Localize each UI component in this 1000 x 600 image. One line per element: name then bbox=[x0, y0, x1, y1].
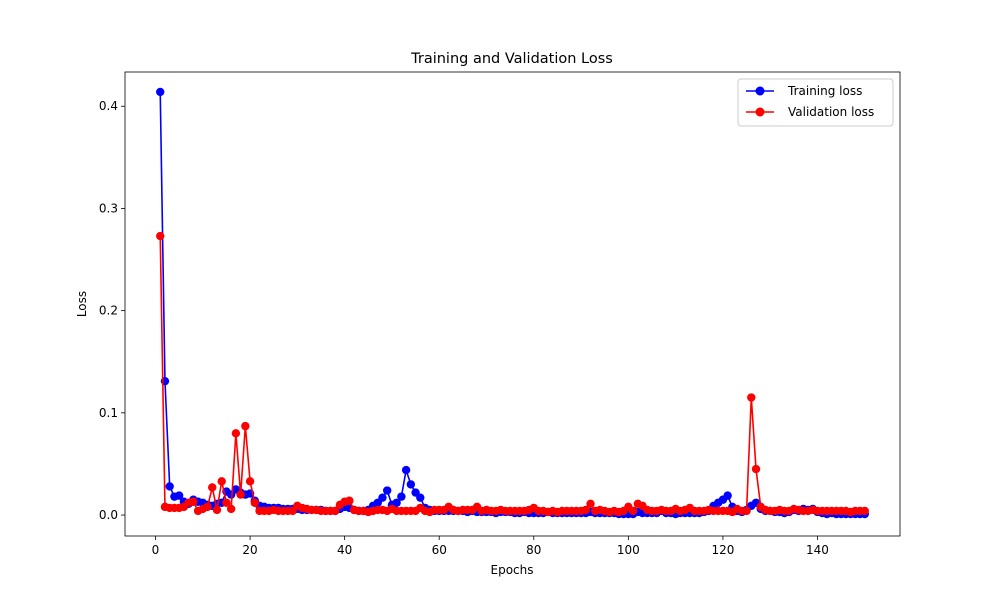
data-point bbox=[222, 498, 231, 507]
legend-box bbox=[737, 78, 894, 127]
legend-label-validation: Validation loss bbox=[788, 105, 874, 119]
data-point bbox=[245, 477, 255, 486]
data-point bbox=[345, 496, 354, 505]
data-point bbox=[212, 505, 222, 515]
data-point bbox=[189, 497, 198, 506]
x-tick-label: 20 bbox=[242, 543, 257, 557]
legend-marker-training bbox=[755, 86, 765, 96]
x-tick-label: 80 bbox=[526, 543, 541, 557]
y-axis: 0.0 0.1 0.2 0.3 0.4 bbox=[99, 99, 125, 522]
y-tick-label: 0.0 bbox=[99, 508, 118, 522]
series-validation-loss bbox=[156, 231, 869, 517]
data-point bbox=[742, 506, 751, 516]
data-point bbox=[174, 491, 184, 500]
data-point bbox=[382, 486, 392, 495]
x-tick-label: 140 bbox=[806, 543, 829, 557]
data-point bbox=[217, 477, 226, 486]
x-tick-label: 0 bbox=[152, 543, 160, 557]
x-tick-label: 120 bbox=[711, 543, 734, 557]
y-tick-label: 0.4 bbox=[99, 99, 118, 113]
data-point bbox=[156, 231, 165, 241]
data-point bbox=[226, 504, 236, 514]
data-point bbox=[747, 393, 756, 402]
data-point bbox=[156, 87, 165, 97]
y-tick-label: 0.2 bbox=[99, 304, 118, 318]
data-point bbox=[165, 482, 174, 491]
data-point bbox=[330, 506, 340, 516]
x-tick-label: 40 bbox=[337, 543, 352, 557]
data-point bbox=[236, 490, 245, 499]
data-point bbox=[241, 421, 250, 431]
data-point bbox=[751, 464, 761, 474]
data-point bbox=[406, 480, 416, 489]
data-point bbox=[586, 499, 595, 509]
legend-label-training: Training loss bbox=[787, 84, 862, 98]
chart-title: Training and Validation Loss bbox=[410, 51, 613, 67]
data-point bbox=[231, 429, 241, 438]
y-axis-label: Loss bbox=[75, 291, 89, 317]
y-tick-label: 0.3 bbox=[99, 201, 118, 215]
legend-marker-validation bbox=[755, 107, 765, 117]
data-point bbox=[723, 491, 732, 500]
x-axis: 0 20 40 60 80 100 120 140 bbox=[152, 536, 829, 557]
data-point bbox=[628, 506, 638, 516]
data-point bbox=[392, 498, 401, 507]
legend: Training loss Validation loss bbox=[737, 78, 894, 127]
data-point bbox=[378, 493, 387, 502]
axes-frame bbox=[124, 71, 901, 537]
data-point bbox=[250, 498, 259, 507]
series-layer bbox=[156, 87, 869, 519]
data-point bbox=[401, 465, 411, 475]
y-tick-label: 0.1 bbox=[99, 406, 118, 420]
data-point bbox=[208, 483, 217, 492]
data-point bbox=[860, 506, 869, 516]
data-point bbox=[416, 493, 425, 502]
x-tick-label: 60 bbox=[432, 543, 447, 557]
data-point bbox=[581, 505, 590, 515]
data-point bbox=[203, 502, 212, 512]
x-axis-label: Epochs bbox=[491, 563, 534, 577]
data-point bbox=[397, 492, 406, 501]
x-tick-label: 100 bbox=[617, 543, 640, 557]
